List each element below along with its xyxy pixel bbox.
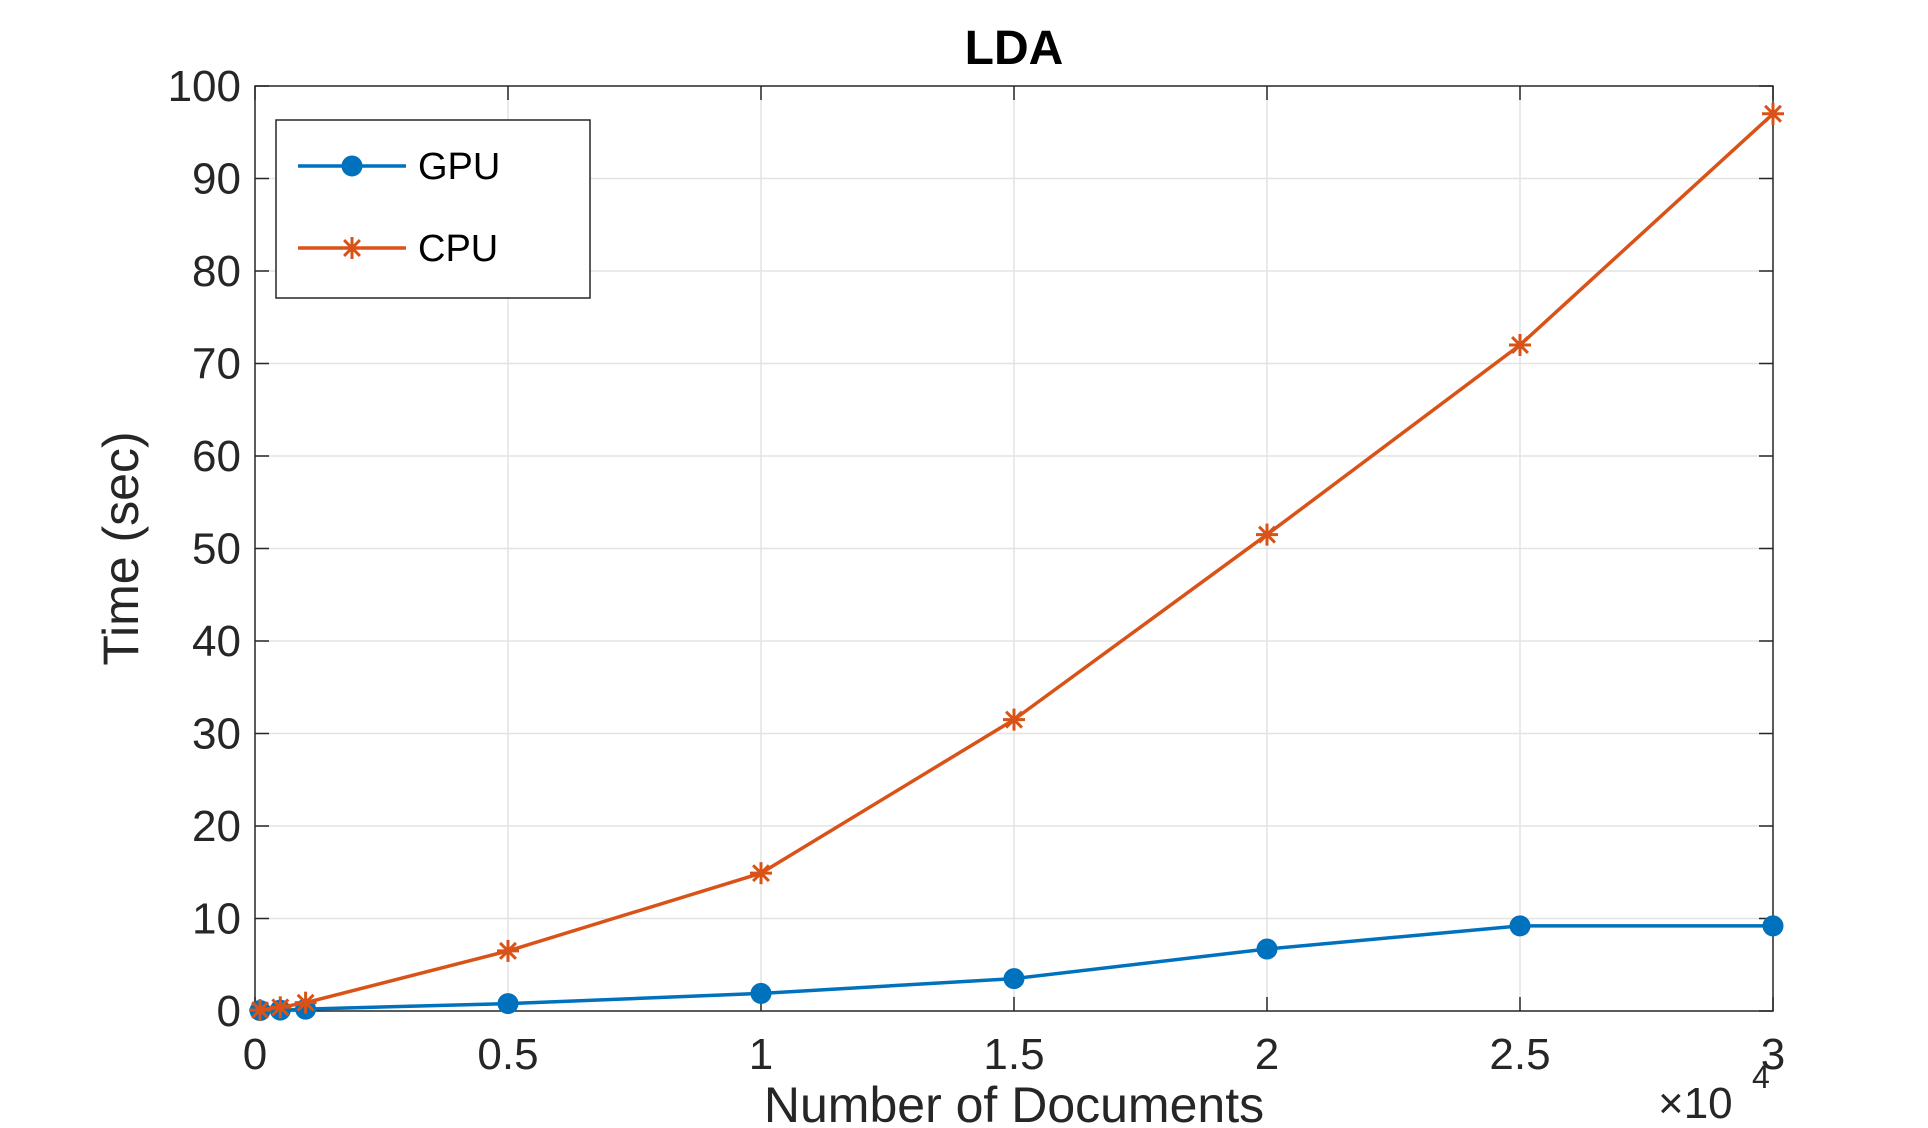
legend-item-gpu: GPU — [298, 146, 500, 188]
x-tick-label: 2 — [1255, 1030, 1279, 1079]
y-tick-label: 90 — [192, 155, 241, 204]
x-tick-label: 0.5 — [477, 1030, 538, 1079]
asterisk-marker — [249, 999, 272, 1022]
grid-lines — [255, 86, 1773, 1011]
x-multiplier-base: ×10 — [1658, 1079, 1733, 1128]
circle-marker — [341, 155, 363, 177]
circle-marker — [1256, 938, 1278, 960]
circle-marker — [750, 982, 772, 1004]
circle-marker — [1509, 915, 1531, 937]
y-tick-label: 30 — [192, 710, 241, 759]
series-layer — [249, 102, 1784, 1022]
y-tick-label: 20 — [192, 802, 241, 851]
x-tick-label: 1.5 — [983, 1030, 1044, 1079]
y-axis-label: Time (sec) — [93, 431, 149, 665]
asterisk-marker — [1256, 523, 1278, 546]
x-tick-label: 0 — [243, 1030, 267, 1079]
y-tick-label: 40 — [192, 617, 241, 666]
x-tick-label: 1 — [749, 1030, 773, 1079]
y-tick-label: 70 — [192, 340, 241, 389]
asterisk-marker — [294, 991, 317, 1014]
y-tick-label: 10 — [192, 895, 241, 944]
x-multiplier-exponent: 4 — [1752, 1059, 1770, 1095]
asterisk-marker — [1003, 708, 1025, 731]
asterisk-marker — [1762, 102, 1784, 125]
asterisk-marker — [1509, 334, 1531, 356]
asterisk-marker — [341, 237, 363, 259]
circle-marker — [1003, 968, 1025, 990]
x-tick-label: 3 — [1761, 1030, 1785, 1079]
legend-label: CPU — [418, 228, 498, 270]
legend-box — [275, 119, 591, 299]
legend: GPU CPU — [275, 119, 591, 299]
y-tick-label: 50 — [192, 525, 241, 574]
legend-label: GPU — [418, 146, 500, 188]
x-tick-label: 2.5 — [1489, 1030, 1550, 1079]
y-tick-label: 60 — [192, 432, 241, 481]
series-cpu — [249, 102, 1784, 1022]
asterisk-marker — [497, 939, 519, 962]
chart-title: LDA — [965, 22, 1064, 75]
legend-item-cpu: CPU — [298, 228, 498, 270]
y-axis-ticks: 0 10 20 30 40 50 60 70 80 90 100 — [168, 62, 1773, 1036]
asterisk-marker — [269, 996, 292, 1019]
circle-marker — [1762, 915, 1784, 937]
y-tick-label: 80 — [192, 247, 241, 296]
y-tick-label: 100 — [168, 62, 241, 111]
y-tick-label: 0 — [217, 987, 241, 1036]
asterisk-marker — [750, 862, 772, 885]
x-axis-ticks: 0 0.5 1 1.5 2 2.5 3 — [243, 86, 1785, 1079]
x-axis-label: Number of Documents — [764, 1077, 1264, 1128]
circle-marker — [497, 993, 519, 1015]
x-axis-multiplier: ×10 4 — [1658, 1059, 1770, 1128]
